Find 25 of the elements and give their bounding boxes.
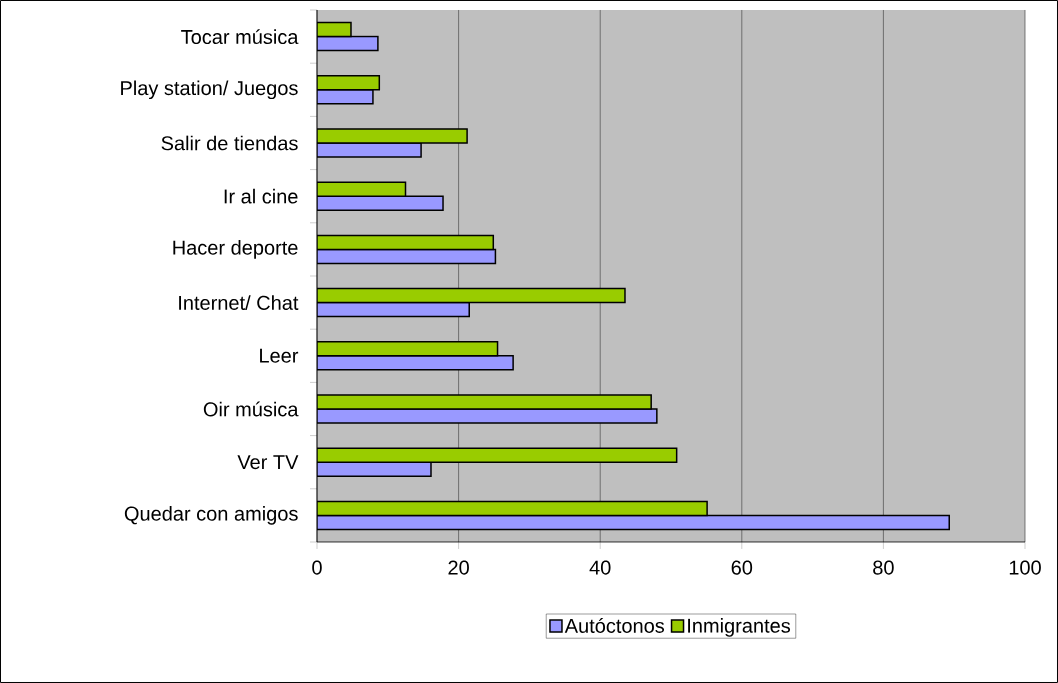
bar: [317, 35, 379, 52]
x-tick-label: 20: [448, 560, 469, 575]
legend-label: Inmigrantes: [688, 618, 791, 637]
bar: [317, 248, 497, 265]
x-tick-label: 0: [312, 560, 322, 575]
y-tick-label: Oir música: [203, 401, 299, 417]
x-tick-label: 60: [731, 560, 753, 575]
y-tick-label: Hacer deporte: [173, 240, 298, 259]
y-tick-label: Ver TV: [237, 455, 299, 470]
bar: [317, 301, 470, 318]
x-tick-label: 100: [1009, 560, 1041, 575]
y-tick-label: Salir de tiendas: [161, 135, 298, 151]
x-tick-label: 40: [589, 560, 611, 575]
y-tick-label: Tocar música: [181, 29, 299, 45]
bar: [317, 500, 708, 517]
y-tick-label: Quedar con amigos: [124, 506, 298, 525]
bar: [317, 287, 626, 304]
y-tick-label: Ir al cine: [224, 188, 298, 204]
bar: [317, 514, 950, 531]
y-tick-label: Play station/ Juegos: [121, 80, 298, 100]
y-tick-label: Internet/ Chat: [179, 295, 299, 310]
legend-label: Autóctonos: [564, 618, 665, 633]
y-tick-label: Leer: [260, 348, 299, 363]
bar: [317, 234, 495, 251]
x-tick-label: 80: [873, 560, 894, 575]
